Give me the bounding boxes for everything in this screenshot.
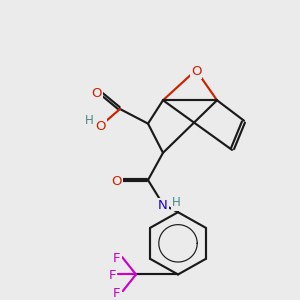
Text: O: O	[191, 65, 201, 78]
Text: H: H	[172, 196, 180, 209]
Text: F: F	[108, 269, 116, 283]
Text: F: F	[113, 252, 121, 265]
Text: H: H	[85, 114, 93, 127]
Text: O: O	[96, 120, 106, 133]
Text: O: O	[92, 88, 102, 100]
Text: N: N	[158, 200, 168, 212]
Text: O: O	[112, 175, 122, 188]
Text: F: F	[113, 287, 121, 300]
